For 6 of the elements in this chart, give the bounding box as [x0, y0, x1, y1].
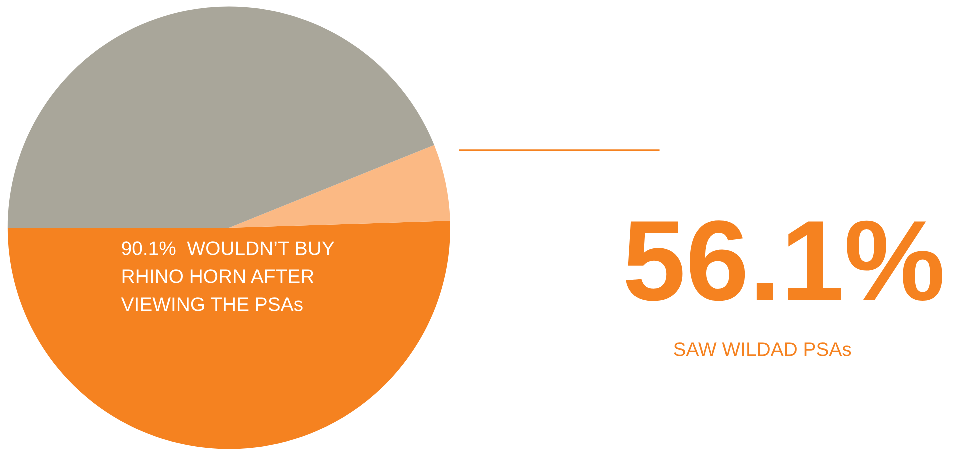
pie-slice [229, 145, 450, 228]
pie-slice [8, 6, 434, 228]
text: SAW WILDAD PSAs [674, 342, 852, 356]
pie-slice [8, 221, 450, 450]
text: 56.1% [626, 220, 942, 302]
text: 90.1% WOULDN’T BUY RHINO HORN AFTER VIEWING THE PSAs [121, 242, 334, 312]
